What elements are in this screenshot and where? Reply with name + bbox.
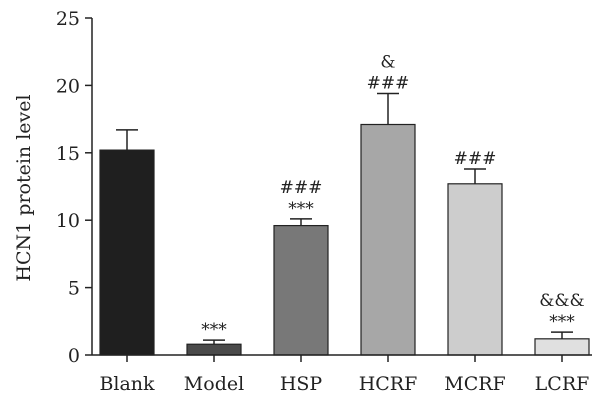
y-tick-label: 20 — [56, 75, 80, 97]
significance-label: & — [380, 52, 395, 72]
bar-model — [186, 343, 242, 356]
y-tick-label: 15 — [56, 143, 80, 165]
x-category-label: LCRF — [535, 373, 590, 395]
x-category-label: HCRF — [359, 373, 418, 395]
y-tick-label: 10 — [56, 210, 80, 232]
y-tick-label: 5 — [68, 278, 80, 300]
bars: ******######&###***&&& — [99, 52, 590, 356]
bar-hcrf — [360, 123, 416, 356]
x-category-label: MCRF — [444, 373, 505, 395]
y-axis: 0 5 10 15 20 25 — [56, 8, 93, 367]
x-axis: Blank Model HSP HCRF MCRF LCRF — [92, 354, 592, 395]
bar-blank — [99, 149, 155, 356]
significance-label: ### — [454, 149, 497, 169]
significance-label: &&& — [539, 291, 584, 311]
significance-label: *** — [201, 320, 227, 340]
y-tick-label: 25 — [56, 8, 80, 30]
significance-label: ### — [280, 178, 323, 198]
bar-mcrf — [447, 183, 503, 356]
y-tick-label: 0 — [68, 345, 80, 367]
bar-lcrf — [534, 338, 590, 356]
significance-label: *** — [549, 312, 575, 332]
y-axis-title: HCN1 protein level — [13, 94, 35, 281]
x-category-label: Model — [184, 373, 244, 395]
x-category-label: Blank — [99, 373, 155, 395]
significance-label: *** — [288, 199, 314, 219]
x-category-label: HSP — [280, 373, 323, 395]
significance-label: ### — [367, 73, 410, 93]
bar-hsp — [273, 224, 329, 356]
